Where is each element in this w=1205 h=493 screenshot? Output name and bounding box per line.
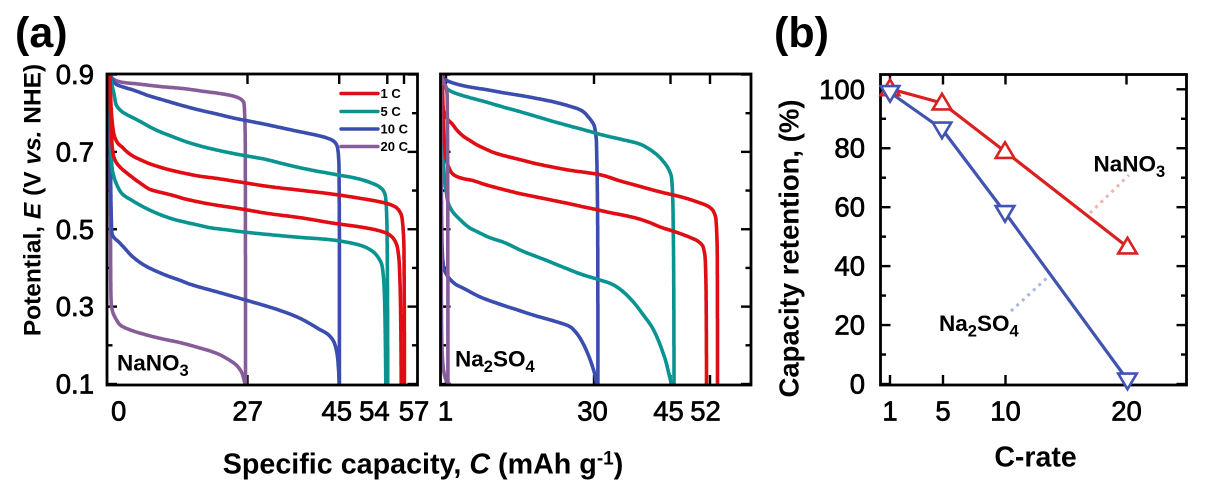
svg-text:0.5: 0.5 bbox=[56, 214, 94, 245]
svg-text:45: 45 bbox=[322, 396, 353, 427]
svg-text:60: 60 bbox=[834, 192, 865, 223]
svg-text:57: 57 bbox=[399, 396, 430, 427]
svg-text:Na2SO4: Na2SO4 bbox=[455, 347, 535, 377]
svg-text:Capacity retention, (%): Capacity retention, (%) bbox=[774, 100, 805, 398]
svg-text:0: 0 bbox=[850, 369, 865, 400]
svg-text:0.1: 0.1 bbox=[56, 369, 94, 400]
svg-text:20: 20 bbox=[1111, 396, 1142, 427]
svg-text:1: 1 bbox=[438, 396, 453, 427]
svg-text:(b): (b) bbox=[774, 9, 829, 57]
svg-text:1 C: 1 C bbox=[381, 86, 402, 101]
svg-text:10: 10 bbox=[990, 396, 1021, 427]
svg-text:30: 30 bbox=[577, 396, 608, 427]
svg-text:100: 100 bbox=[819, 74, 865, 105]
svg-text:0.9: 0.9 bbox=[56, 59, 94, 90]
svg-text:NaNO3: NaNO3 bbox=[117, 351, 189, 381]
svg-text:80: 80 bbox=[834, 133, 865, 164]
svg-text:40: 40 bbox=[834, 251, 865, 282]
svg-text:Specific capacity, C (mAh g-1): Specific capacity, C (mAh g-1) bbox=[223, 449, 624, 481]
svg-text:5 C: 5 C bbox=[381, 104, 402, 119]
svg-text:10 C: 10 C bbox=[381, 121, 409, 136]
svg-text:5: 5 bbox=[935, 396, 950, 427]
svg-text:Potential, E (V vs. NHE): Potential, E (V vs. NHE) bbox=[20, 64, 47, 336]
svg-text:NaNO3: NaNO3 bbox=[1094, 152, 1166, 182]
svg-text:27: 27 bbox=[232, 396, 263, 427]
svg-text:20 C: 20 C bbox=[381, 139, 409, 154]
svg-text:C-rate: C-rate bbox=[994, 442, 1076, 474]
svg-text:52: 52 bbox=[690, 396, 721, 427]
svg-text:1: 1 bbox=[882, 396, 897, 427]
svg-text:20: 20 bbox=[834, 310, 865, 341]
svg-text:45: 45 bbox=[653, 396, 684, 427]
svg-text:54: 54 bbox=[359, 396, 390, 427]
svg-text:0.7: 0.7 bbox=[56, 136, 94, 167]
svg-text:0.3: 0.3 bbox=[56, 291, 94, 322]
svg-text:(a): (a) bbox=[15, 9, 68, 57]
svg-text:Na2SO4: Na2SO4 bbox=[939, 311, 1019, 341]
svg-text:0: 0 bbox=[111, 396, 126, 427]
